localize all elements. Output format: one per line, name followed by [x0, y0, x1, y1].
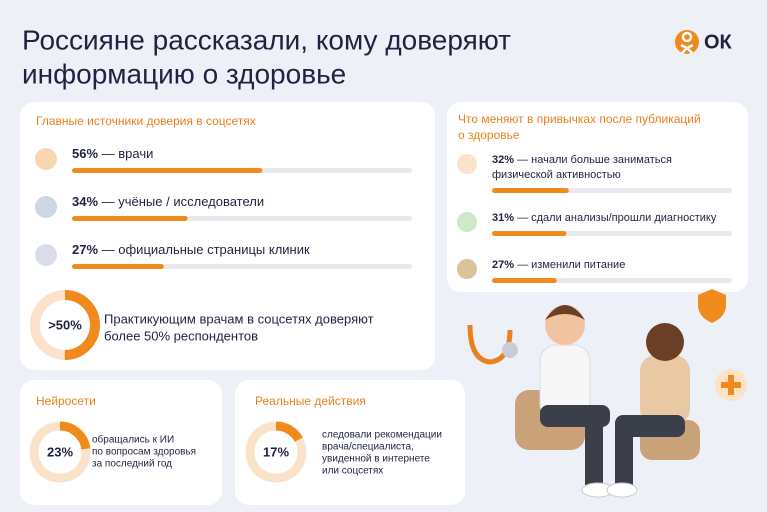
bar: [72, 264, 164, 269]
logo-text: ОК: [704, 31, 733, 53]
item-value: 32%: [492, 154, 514, 166]
card-text: следовали рекомендации: [322, 430, 442, 441]
bar: [492, 231, 567, 236]
section-heading: Главные источники доверия в соцсетях: [36, 114, 256, 128]
card-text: врача/специалиста,: [322, 442, 414, 453]
section-heading: Нейросети: [36, 394, 96, 408]
item-icon: [35, 196, 57, 218]
illustration: [467, 289, 747, 498]
bar: [72, 168, 263, 173]
item-label: — учёные / исследователи: [98, 194, 264, 209]
item-label: — изменили питание: [514, 259, 625, 271]
bar: [72, 216, 188, 221]
item-icon: [35, 148, 57, 170]
section-heading: Что меняют в привычках после публикаций: [458, 112, 701, 126]
item-text: 32% — начали больше заниматься: [492, 154, 672, 166]
item-text: 56% — врачи: [72, 146, 153, 161]
item-label: — начали больше заниматься: [514, 154, 672, 166]
logo: ОК: [675, 30, 733, 54]
item-value: 27%: [72, 242, 98, 257]
card-text: обращались к ИИ: [92, 434, 174, 446]
card: [447, 102, 748, 292]
item-label: — официальные страницы клиник: [98, 242, 310, 257]
plus: [721, 375, 741, 395]
bar: [492, 278, 557, 283]
donut-arc: [30, 290, 100, 360]
item-label: — врачи: [98, 146, 153, 161]
item-icon: [457, 259, 477, 279]
item-text: 27% — официальные страницы клиник: [72, 242, 310, 257]
item-icon: [457, 154, 477, 174]
title: информацию о здоровье: [22, 58, 346, 89]
card-text: по вопросам здоровья: [92, 447, 196, 458]
patient: [640, 355, 690, 425]
doctor: [585, 420, 603, 485]
donut-text: Практикующим врачам в соцсетях доверяют: [104, 311, 374, 326]
card-text: увиденной в интернете: [322, 454, 430, 465]
donut-label: 17%: [263, 444, 289, 459]
item-value: 56%: [72, 146, 98, 161]
donut-text: более 50% респондентов: [104, 328, 258, 343]
item-text: 34% — учёные / исследователи: [72, 194, 264, 209]
donut-arc: [245, 421, 307, 483]
item-value: 31%: [492, 212, 514, 224]
doctor-hair: [545, 305, 585, 320]
card-text: за последний год: [92, 459, 172, 470]
donut-arc: [29, 421, 91, 483]
donut-label: >50%: [48, 317, 82, 332]
card-text: или соцсетях: [322, 466, 383, 477]
patient: [606, 482, 638, 498]
patient-head: [646, 323, 684, 361]
shield: [698, 289, 726, 323]
item-text: 27% — изменили питание: [492, 259, 625, 271]
item-value: 27%: [492, 259, 514, 271]
section-heading: о здоровье: [458, 128, 520, 142]
item-label: — сдали анализы/прошли диагностику: [514, 212, 717, 224]
logo-icon-part: [680, 43, 694, 54]
title: Россияне рассказали, кому доверяют: [22, 24, 511, 55]
item-icon: [457, 212, 477, 232]
item-icon: [35, 244, 57, 266]
section-heading: Реальные действия: [255, 394, 366, 408]
item-text: 31% — сдали анализы/прошли диагностику: [492, 212, 717, 224]
stethoscope: [502, 342, 518, 358]
item-text: физической активностью: [492, 169, 621, 181]
patient: [615, 430, 633, 485]
item-value: 34%: [72, 194, 98, 209]
donut-label: 23%: [47, 444, 73, 459]
logo-icon-part: [681, 31, 693, 43]
bar: [492, 188, 569, 193]
